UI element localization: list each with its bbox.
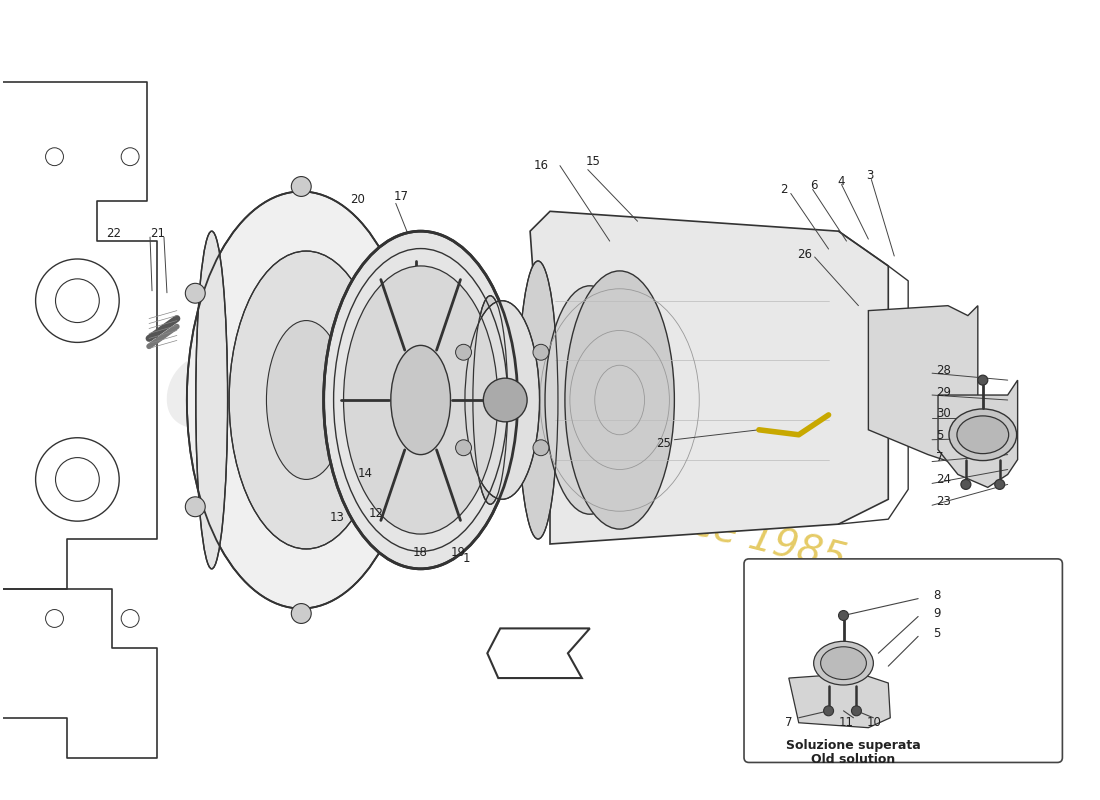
Ellipse shape [518,261,558,539]
Text: 11: 11 [838,716,854,730]
Text: 12: 12 [368,506,384,520]
Ellipse shape [343,266,498,534]
Circle shape [838,610,848,621]
Text: 10: 10 [867,716,881,730]
Circle shape [978,375,988,385]
Ellipse shape [957,416,1009,454]
Text: Old solution: Old solution [812,753,895,766]
Text: 15: 15 [586,155,601,168]
Circle shape [483,378,527,422]
Ellipse shape [465,301,540,499]
Text: 4: 4 [837,175,845,188]
Text: 1: 1 [463,552,471,566]
Text: 22: 22 [107,226,121,240]
Text: 7: 7 [784,716,792,730]
Text: 29: 29 [936,386,952,398]
Ellipse shape [949,409,1016,461]
Polygon shape [868,306,978,465]
Text: Soluzione superata: Soluzione superata [786,739,921,752]
Ellipse shape [187,191,416,609]
Text: 18: 18 [412,546,428,559]
Polygon shape [938,380,1018,487]
Circle shape [851,706,861,716]
Text: 14: 14 [358,467,373,480]
Circle shape [403,288,429,314]
Text: 20: 20 [350,193,365,206]
Text: 6: 6 [810,179,817,192]
Circle shape [824,706,834,716]
Circle shape [397,497,417,517]
Ellipse shape [473,296,508,504]
Circle shape [292,603,311,623]
Text: 21: 21 [150,226,165,240]
Text: 5: 5 [936,430,944,442]
Circle shape [961,479,971,490]
Text: 28: 28 [936,364,950,377]
Text: 24: 24 [936,473,952,486]
Ellipse shape [390,346,451,454]
Circle shape [185,497,206,517]
Circle shape [534,440,549,456]
Text: Parts: Parts [367,326,752,454]
Text: 2: 2 [780,183,788,196]
Text: 30: 30 [936,407,950,421]
Text: 3: 3 [867,169,873,182]
Ellipse shape [266,321,346,479]
Circle shape [455,344,472,360]
Text: 9: 9 [933,607,940,620]
Circle shape [534,344,549,360]
Circle shape [397,283,417,303]
Circle shape [292,177,311,197]
Text: a passion for parts since 1985: a passion for parts since 1985 [271,400,849,579]
Text: 7: 7 [936,451,944,464]
Ellipse shape [196,231,228,569]
Text: 19: 19 [451,546,465,559]
Text: 16: 16 [534,159,549,172]
Circle shape [455,440,472,456]
Text: euro: euro [162,326,501,454]
Text: 5: 5 [933,627,940,640]
Ellipse shape [323,231,518,569]
Ellipse shape [544,286,635,514]
Circle shape [185,283,206,303]
Ellipse shape [814,642,873,685]
Text: 17: 17 [394,190,409,203]
Text: 8: 8 [933,589,940,602]
Polygon shape [789,673,890,728]
Text: 26: 26 [796,247,812,261]
Ellipse shape [229,251,383,549]
Circle shape [994,479,1004,490]
Polygon shape [530,211,889,544]
Text: 23: 23 [936,494,950,508]
Polygon shape [487,629,590,678]
Text: 13: 13 [330,510,345,524]
FancyBboxPatch shape [744,559,1063,762]
Ellipse shape [821,646,867,679]
Ellipse shape [565,271,674,529]
Text: 25: 25 [657,437,671,450]
